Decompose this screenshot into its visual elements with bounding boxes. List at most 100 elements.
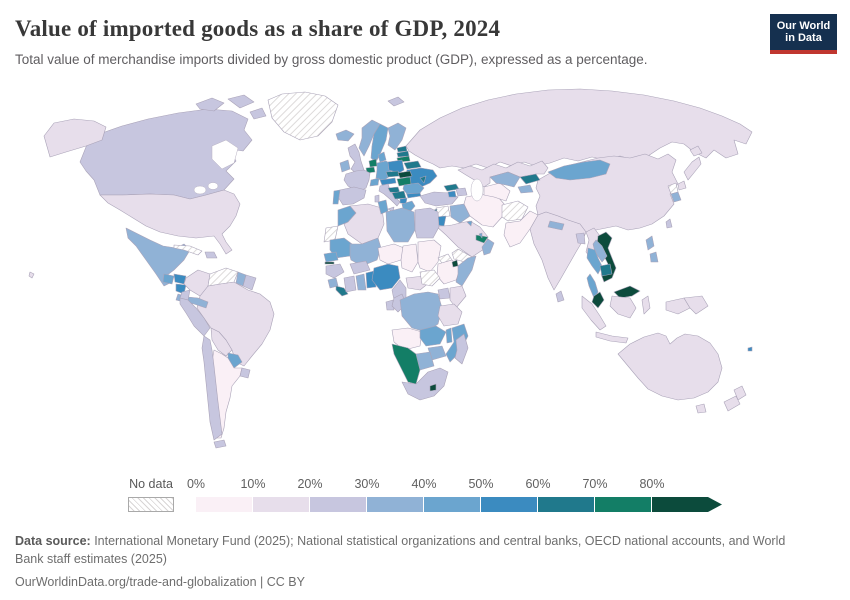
country-madagascar[interactable] [454, 333, 469, 365]
country-belarus[interactable] [403, 160, 422, 170]
country-russia[interactable] [405, 88, 753, 169]
country-mali[interactable] [349, 237, 382, 267]
country-czechia[interactable] [385, 170, 401, 178]
country-lesotho[interactable] [429, 383, 437, 392]
country-france[interactable] [343, 169, 371, 193]
country-guatemala[interactable] [162, 273, 175, 285]
country-svalbard[interactable] [387, 96, 405, 107]
country-sardinia[interactable] [374, 194, 380, 203]
country-venezuela[interactable] [207, 267, 239, 287]
country-netherlands[interactable] [368, 158, 378, 168]
country-armenia[interactable] [447, 190, 457, 198]
country-greenland[interactable] [267, 91, 339, 141]
country-sierra-leone[interactable] [327, 277, 339, 289]
country-guinea[interactable] [325, 263, 345, 279]
country-gambia[interactable] [324, 261, 335, 265]
country-arctic-islands-1[interactable] [195, 97, 225, 112]
country-portugal[interactable] [332, 189, 341, 205]
country-ivory-coast[interactable] [343, 275, 357, 293]
country-qatar[interactable] [478, 232, 483, 239]
country-egypt[interactable] [414, 207, 440, 239]
country-romania[interactable] [402, 182, 425, 195]
country-west-papua[interactable] [665, 297, 691, 315]
legend-bin-1[interactable] [253, 497, 310, 512]
country-thailand[interactable] [586, 247, 603, 275]
country-tajikistan[interactable] [517, 184, 534, 194]
country-nigeria[interactable] [371, 263, 401, 291]
country-switzerland[interactable] [369, 177, 380, 187]
country-malaysia-borneo[interactable] [613, 285, 641, 299]
country-kenya[interactable] [449, 285, 467, 309]
country-hawaii[interactable] [28, 271, 35, 279]
country-gabon[interactable] [385, 299, 395, 311]
country-chad[interactable] [400, 243, 419, 273]
country-poland[interactable] [387, 159, 405, 174]
country-denmark[interactable] [377, 151, 387, 163]
country-saudi-arabia[interactable] [435, 220, 489, 258]
country-peru[interactable] [179, 297, 211, 337]
country-japan-honshu[interactable] [683, 156, 702, 181]
country-liberia[interactable] [335, 285, 349, 297]
country-moldova[interactable] [419, 175, 427, 184]
country-mexico[interactable] [125, 227, 191, 287]
country-norway[interactable] [358, 119, 381, 157]
legend-bin-2[interactable] [310, 497, 367, 512]
country-japan-kyushu[interactable] [677, 180, 687, 191]
country-philippines-south[interactable] [649, 251, 659, 263]
country-namibia[interactable] [391, 343, 421, 385]
country-fiji[interactable] [747, 346, 753, 352]
country-estonia[interactable] [396, 145, 408, 153]
country-arctic-islands-3[interactable] [249, 107, 267, 120]
country-south-africa[interactable] [401, 367, 449, 401]
country-sweden[interactable] [370, 123, 389, 163]
country-spain[interactable] [337, 186, 367, 206]
legend-no-data-swatch[interactable] [128, 497, 174, 512]
country-sumatra[interactable] [581, 295, 607, 331]
legend-bin-3[interactable] [367, 497, 424, 512]
country-tanzania[interactable] [437, 303, 463, 327]
country-oman[interactable] [481, 238, 495, 256]
country-zambia[interactable] [419, 325, 447, 347]
country-austria[interactable] [379, 177, 397, 186]
country-cambodia[interactable] [599, 263, 613, 277]
country-hispaniola[interactable] [204, 251, 218, 259]
footer-link[interactable]: OurWorldinData.org/trade-and-globalizati… [15, 575, 257, 589]
country-kalimantan[interactable] [609, 295, 637, 319]
legend-bin-0[interactable] [196, 497, 253, 512]
legend-bin-4[interactable] [424, 497, 481, 512]
legend-bin-6[interactable] [538, 497, 595, 512]
country-suriname[interactable] [242, 274, 257, 291]
country-senegal[interactable] [323, 251, 339, 263]
country-iraq[interactable] [449, 203, 471, 224]
country-burkina-faso[interactable] [349, 260, 371, 275]
country-chile[interactable] [201, 335, 223, 441]
country-mongolia[interactable] [547, 159, 611, 181]
country-uruguay[interactable] [239, 367, 251, 379]
country-somalia[interactable] [455, 255, 477, 287]
country-tasmania[interactable] [695, 403, 707, 414]
country-arctic-islands-2[interactable] [227, 94, 255, 109]
country-kyrgyzstan[interactable] [519, 173, 541, 185]
country-nepal[interactable] [547, 220, 565, 231]
country-sulawesi[interactable] [641, 295, 651, 315]
country-ireland[interactable] [339, 159, 351, 173]
owid-logo[interactable]: Our World in Data [770, 14, 837, 54]
legend-bin-5[interactable] [481, 497, 538, 512]
country-philippines-luzon[interactable] [645, 235, 655, 251]
country-azerbaijan[interactable] [455, 187, 468, 197]
country-uae[interactable] [475, 234, 489, 244]
country-iceland[interactable] [335, 129, 355, 142]
legend-bin-8[interactable] [652, 497, 722, 512]
country-uzbekistan[interactable] [489, 171, 521, 188]
country-australia[interactable] [617, 332, 723, 401]
country-uganda[interactable] [437, 287, 451, 300]
country-japan-hokkaido[interactable] [689, 145, 703, 157]
country-niger[interactable] [377, 243, 405, 265]
country-malaysia-peninsula[interactable] [591, 291, 605, 309]
country-tierra-del-fuego[interactable] [213, 439, 227, 449]
country-sudan[interactable] [417, 239, 442, 273]
country-cuba[interactable] [173, 244, 203, 256]
country-bangladesh[interactable] [575, 232, 586, 245]
country-south-sudan[interactable] [419, 269, 441, 287]
country-sri-lanka[interactable] [555, 290, 565, 303]
